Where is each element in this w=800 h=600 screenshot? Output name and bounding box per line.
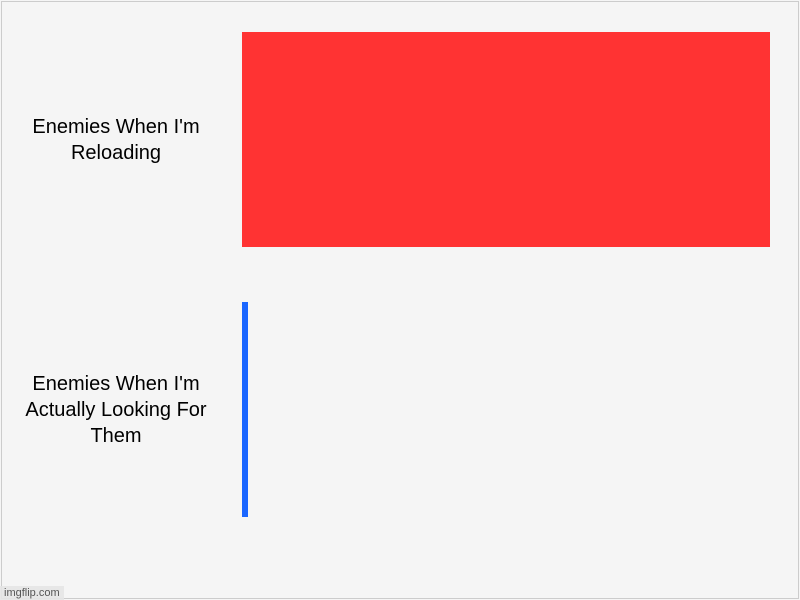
bar-label: Enemies When I'm Reloading xyxy=(2,114,242,166)
bar-row: Enemies When I'm Actually Looking For Th… xyxy=(2,302,770,517)
bar-track xyxy=(242,32,770,247)
watermark: imgflip.com xyxy=(0,586,64,600)
bar-row: Enemies When I'm Reloading xyxy=(2,32,770,247)
bar-label: Enemies When I'm Actually Looking For Th… xyxy=(2,371,242,449)
bar xyxy=(242,302,248,517)
bar-track xyxy=(242,302,770,517)
bar xyxy=(242,32,770,247)
chart-area: Enemies When I'm Reloading Enemies When … xyxy=(1,1,799,599)
